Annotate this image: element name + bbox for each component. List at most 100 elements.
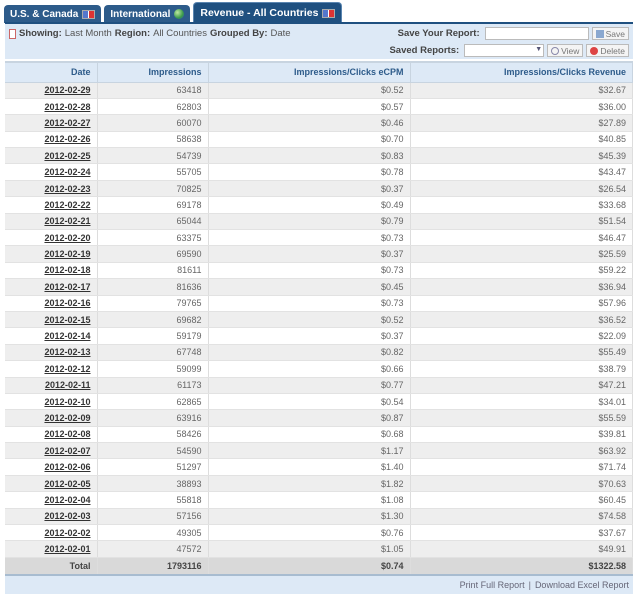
table-row: 2012-02-29 63418 $0.52 $32.67: [5, 82, 633, 99]
ecpm-cell: $0.77: [208, 377, 411, 394]
revenue-table: Date Impressions Impressions/Clicks eCPM Im…: [5, 61, 633, 576]
date-link[interactable]: 2012-02-14: [5, 327, 98, 345]
save-report-label: Save Your Report:: [397, 28, 480, 39]
download-excel-link[interactable]: Download Excel Report: [534, 580, 629, 590]
impressions-cell: 81636: [97, 278, 209, 296]
save-report-input[interactable]: [484, 27, 589, 40]
table-row: 2012-02-22 69178 $0.49 $33.68: [5, 196, 633, 214]
date-link[interactable]: 2012-02-15: [5, 311, 98, 329]
table-row: 2012-02-09 63916 $0.87 $55.59: [5, 409, 633, 427]
impressions-cell: 55818: [97, 491, 209, 509]
date-link[interactable]: 2012-02-11: [5, 377, 98, 394]
revenue-cell: $22.09: [410, 327, 633, 345]
date-link[interactable]: 2012-02-18: [5, 262, 98, 280]
revenue-cell: $26.54: [410, 180, 633, 198]
date-link[interactable]: 2012-02-20: [5, 229, 98, 247]
ecpm-cell: $0.76: [208, 524, 411, 542]
tab-revenue-all-countries[interactable]: Revenue - All Countries: [193, 2, 343, 23]
impressions-cell: 69590: [97, 245, 209, 263]
date-link[interactable]: 2012-02-09: [5, 409, 98, 427]
table-row: 2012-02-01 47572 $1.05 $49.91: [5, 540, 633, 558]
date-link[interactable]: 2012-02-17: [5, 278, 98, 296]
date-link[interactable]: 2012-02-01: [5, 540, 98, 558]
impressions-cell: 58638: [97, 131, 209, 149]
save-button[interactable]: Save: [591, 27, 629, 40]
date-link[interactable]: 2012-02-25: [5, 147, 98, 165]
table-row: 2012-02-28 62803 $0.57 $36.00: [5, 98, 633, 116]
ecpm-cell: $0.52: [208, 82, 411, 99]
view-button[interactable]: View: [547, 44, 584, 57]
report-options-panel: Showing: Last Month Region: All Countries …: [5, 22, 633, 59]
impressions-cell: 69682: [97, 311, 209, 329]
date-link[interactable]: 2012-02-03: [5, 508, 98, 526]
us-canada-flag-icon: [82, 9, 96, 19]
globe-flags-icon: [322, 8, 336, 18]
impressions-cell: 49305: [97, 524, 209, 542]
date-link[interactable]: 2012-02-19: [5, 245, 98, 263]
table-row: 2012-02-14 59179 $0.37 $22.09: [5, 327, 633, 345]
date-link[interactable]: 2012-02-02: [5, 524, 98, 542]
revenue-cell: $33.68: [410, 196, 633, 214]
ecpm-cell: $0.82: [208, 344, 411, 362]
ecpm-cell: $0.54: [208, 393, 411, 411]
impressions-cell: 55705: [97, 163, 209, 181]
impressions-cell: 47572: [97, 540, 209, 558]
ecpm-cell: $0.46: [208, 114, 411, 132]
date-link[interactable]: 2012-02-05: [5, 475, 98, 493]
impressions-cell: 63418: [97, 82, 209, 99]
date-link[interactable]: 2012-02-13: [5, 344, 98, 362]
ecpm-cell: $1.82: [208, 475, 411, 493]
date-link[interactable]: 2012-02-10: [5, 393, 98, 411]
date-link[interactable]: 2012-02-22: [5, 196, 98, 214]
ecpm-cell: $0.57: [208, 98, 411, 116]
table-row: 2012-02-02 49305 $0.76 $37.67: [5, 524, 633, 542]
column-header[interactable]: Date: [5, 61, 98, 83]
ecpm-cell: $0.49: [208, 196, 411, 214]
impressions-cell: 62865: [97, 393, 209, 411]
total-cell: Total: [5, 557, 98, 576]
date-link[interactable]: 2012-02-16: [5, 295, 98, 312]
date-link[interactable]: 2012-02-07: [5, 442, 98, 460]
tab-us-canada[interactable]: U.S. & Canada: [4, 5, 102, 23]
total-cell: 1793116: [97, 557, 209, 576]
table-row: 2012-02-25 54739 $0.83 $45.39: [5, 147, 633, 165]
impressions-cell: 63916: [97, 409, 209, 427]
column-header[interactable]: Impressions/Clicks eCPM: [208, 61, 411, 83]
impressions-cell: 38893: [97, 475, 209, 493]
ecpm-cell: $1.40: [208, 458, 411, 476]
date-link[interactable]: 2012-02-28: [5, 98, 98, 116]
date-link[interactable]: 2012-02-23: [5, 180, 98, 198]
table-row: 2012-02-21 65044 $0.79 $51.54: [5, 213, 633, 231]
date-link[interactable]: 2012-02-12: [5, 360, 98, 378]
date-link[interactable]: 2012-02-24: [5, 163, 98, 181]
tab-international[interactable]: International: [104, 5, 191, 23]
ecpm-cell: $1.08: [208, 491, 411, 509]
table-row: 2012-02-16 79765 $0.73 $57.96: [5, 295, 633, 312]
table-row: 2012-02-17 81636 $0.45 $36.94: [5, 278, 633, 296]
date-link[interactable]: 2012-02-04: [5, 491, 98, 509]
date-link[interactable]: 2012-02-29: [5, 82, 98, 99]
ecpm-cell: $0.37: [208, 245, 411, 263]
impressions-cell: 59099: [97, 360, 209, 378]
date-link[interactable]: 2012-02-21: [5, 213, 98, 231]
impressions-cell: 70825: [97, 180, 209, 198]
column-header[interactable]: Impressions/Clicks Revenue: [410, 61, 633, 83]
date-link[interactable]: 2012-02-06: [5, 458, 98, 476]
date-link[interactable]: 2012-02-08: [5, 426, 98, 444]
impressions-cell: 81611: [97, 262, 209, 280]
revenue-cell: $55.49: [410, 344, 633, 362]
date-link[interactable]: 2012-02-26: [5, 131, 98, 149]
impressions-cell: 65044: [97, 213, 209, 231]
document-icon: [9, 28, 16, 39]
impressions-cell: 59179: [97, 327, 209, 345]
saved-reports-select[interactable]: ▼: [464, 44, 545, 57]
revenue-cell: $40.85: [410, 131, 633, 149]
column-header[interactable]: Impressions: [97, 61, 209, 83]
date-link[interactable]: 2012-02-27: [5, 114, 98, 132]
table-row: 2012-02-26 58638 $0.70 $40.85: [5, 131, 633, 149]
delete-button[interactable]: Delete: [586, 44, 629, 57]
table-row: 2012-02-15 69682 $0.52 $36.52: [5, 311, 633, 329]
print-report-link[interactable]: Print Full Report: [459, 580, 525, 590]
revenue-cell: $59.22: [410, 262, 633, 280]
revenue-cell: $74.58: [410, 508, 633, 526]
